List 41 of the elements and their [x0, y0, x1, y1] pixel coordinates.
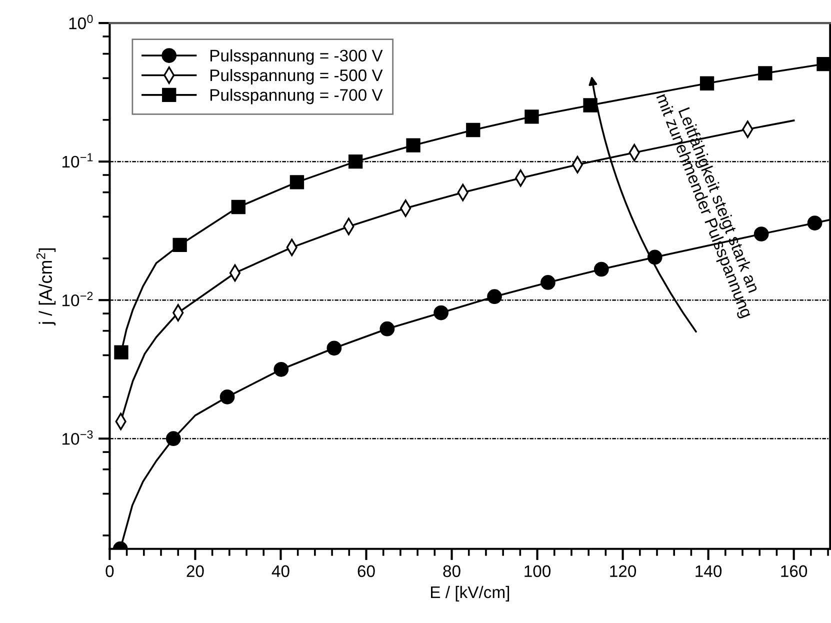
x-tick-label: 0	[106, 565, 114, 578]
point	[700, 76, 714, 90]
point	[524, 110, 539, 124]
point	[326, 340, 342, 356]
y-tick-label: 10$^{−3}$	[62, 430, 93, 445]
point	[406, 138, 420, 152]
x-tick-label: 140	[696, 565, 722, 578]
point	[807, 216, 822, 230]
legend-label: Pulsspannung = -500 V	[210, 68, 383, 85]
legend-label: Pulsspannung = -700 V	[210, 88, 383, 104]
x-tick-label: 40	[272, 565, 290, 578]
point	[290, 175, 304, 190]
point	[758, 66, 772, 80]
x-axis-title: E / [kV/cm]	[431, 586, 510, 602]
point	[220, 389, 235, 404]
x-tick-label: 20	[186, 565, 204, 578]
point	[348, 154, 363, 169]
legend-label: Pulsspannung = -300 V	[210, 49, 383, 65]
point	[487, 289, 502, 304]
point	[583, 98, 598, 112]
point	[594, 262, 609, 277]
y-tick-label: 10$^{0}$	[69, 14, 93, 30]
y-tick-label: 10$^{−2}$	[62, 292, 93, 306]
x-tick-label: 120	[610, 565, 636, 578]
x-tick-label: 160	[781, 565, 808, 578]
point	[816, 56, 830, 72]
point	[380, 321, 395, 336]
point	[274, 362, 289, 377]
y-tick-label: 10$^{−1}$	[62, 153, 93, 168]
point	[434, 305, 448, 320]
x-tick-label: 60	[358, 565, 375, 578]
point	[231, 200, 246, 214]
y-axis-title: j / [A/cm$^{2}$]	[36, 248, 56, 326]
point	[466, 122, 480, 138]
point	[166, 431, 181, 446]
point	[754, 226, 769, 242]
point	[172, 238, 187, 252]
point	[114, 345, 128, 360]
point	[540, 275, 556, 290]
x-tick-label: 80	[443, 565, 460, 578]
x-tick-label: 100	[524, 565, 551, 578]
